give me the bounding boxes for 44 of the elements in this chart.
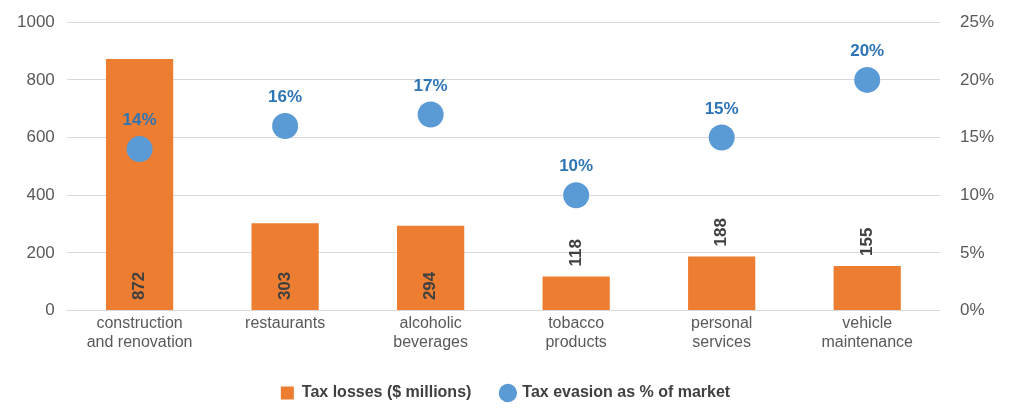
data-label: 17%	[413, 75, 448, 95]
y2-tick-label: 20%	[959, 69, 995, 89]
bar	[397, 225, 465, 311]
data-label: 155	[856, 227, 876, 256]
bar	[542, 276, 610, 311]
x-tick-label: tobacco products	[545, 313, 607, 350]
point	[272, 113, 299, 140]
x-tick-label: construction and renovation	[86, 313, 193, 350]
data-label: 16%	[268, 87, 303, 107]
bar	[833, 265, 901, 311]
point	[854, 66, 881, 93]
data-label: 20%	[850, 41, 885, 61]
y-tick-label: 1000	[16, 11, 55, 31]
data-label: 118	[565, 239, 585, 267]
point	[417, 101, 444, 128]
bar	[105, 59, 174, 311]
y2-tick-label: 0%	[959, 300, 985, 320]
x-tick-label: alcoholic beverages	[393, 313, 468, 350]
y2-tick-label: 15%	[959, 127, 995, 147]
y-tick-label: 0	[45, 300, 55, 320]
data-label: 872	[129, 271, 149, 301]
data-label: 294	[420, 271, 440, 301]
y-tick-label: 200	[26, 242, 55, 262]
point	[708, 124, 735, 151]
point	[126, 136, 153, 163]
legend-label: Tax losses ($ millions)	[301, 383, 472, 401]
y2-tick-label: 5%	[959, 242, 985, 262]
data-label: 15%	[704, 98, 739, 118]
x-tick-label: vehicle maintenance	[821, 313, 914, 350]
data-label: 303	[274, 271, 294, 301]
data-label: 14%	[122, 110, 157, 130]
legend-label: Tax evasion as % of market	[522, 383, 731, 401]
data-label: 10%	[559, 156, 594, 176]
bar	[688, 256, 756, 311]
point	[563, 182, 590, 209]
y-tick-label: 600	[26, 127, 55, 147]
y2-tick-label: 10%	[959, 184, 995, 204]
data-label: 188	[711, 218, 731, 247]
bar	[251, 223, 319, 311]
y-tick-label: 800	[26, 69, 55, 89]
x-tick-label: restaurants	[245, 313, 326, 331]
y-tick-label: 400	[26, 184, 55, 204]
x-tick-label: personal services	[691, 313, 753, 350]
y2-tick-label: 25%	[959, 11, 995, 31]
